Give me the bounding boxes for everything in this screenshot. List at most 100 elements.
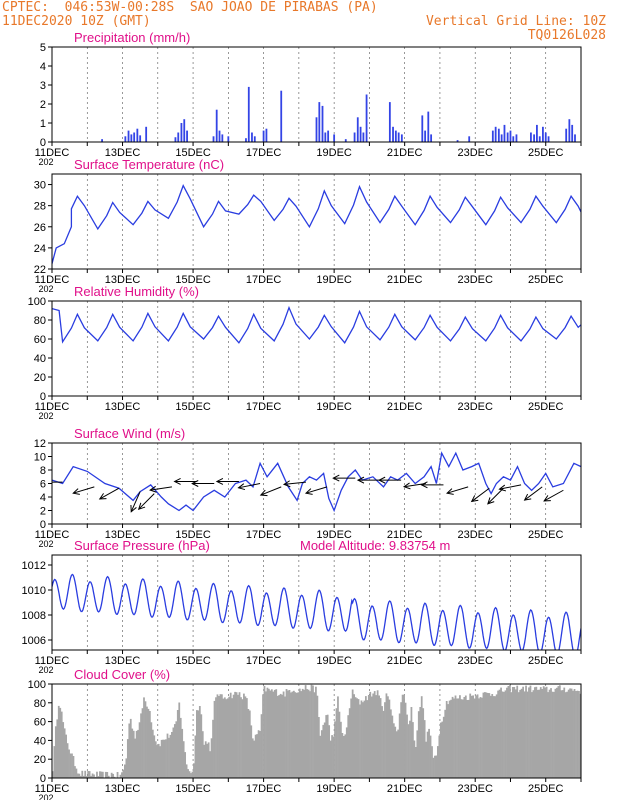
press-x-tick-label: 25DEC	[528, 655, 564, 667]
cloud-bar	[259, 731, 261, 778]
cloud-bar	[113, 776, 116, 778]
cloud-bar	[290, 692, 292, 778]
cloud-bar	[373, 691, 376, 778]
x-year-stub: 202	[38, 539, 53, 549]
cloud-bar	[125, 758, 128, 778]
cloud-bar	[220, 694, 223, 778]
cloud-bar	[561, 690, 564, 778]
cloud-bar	[442, 716, 445, 778]
press-x-tick-label: 21DEC	[387, 655, 423, 667]
cloud-bar	[138, 722, 141, 778]
cloud-bar	[235, 692, 238, 778]
wind-y-tick-label: 4	[40, 492, 46, 504]
precip-x-tick-label: 21DEC	[387, 147, 423, 159]
cloud-bar	[154, 741, 157, 778]
cloud-x-tick-label: 19DEC	[316, 783, 352, 795]
cloud-bar	[209, 751, 211, 778]
cloud-bar	[223, 697, 226, 778]
wind-title: Surface Wind (m/s)	[74, 426, 185, 441]
cloud-bar	[203, 744, 206, 778]
cloud-bar	[147, 708, 150, 778]
cloud-bar	[328, 725, 331, 778]
precip-bar	[124, 136, 127, 142]
cloud-bar	[247, 709, 250, 778]
chart-header: CPTEC: 046:53W-00:28S SAO JOAO DE PIRABA…	[0, 0, 618, 46]
cloud-bar	[482, 692, 485, 778]
cloud-bar	[513, 687, 516, 778]
precip-bar	[136, 128, 139, 142]
cloud-bar	[503, 691, 505, 778]
cloud-bar	[210, 738, 213, 778]
precip-bar	[321, 105, 324, 142]
cloud-bar	[397, 729, 400, 778]
precip-bar	[133, 132, 136, 142]
cloud-bar	[176, 710, 179, 778]
cloud-bar	[128, 723, 131, 778]
temp-x-tick-label: 23DEC	[457, 274, 493, 286]
cloud-bar	[201, 731, 204, 778]
cloud-bar	[262, 694, 264, 778]
rh-y-tick-label: 100	[28, 296, 46, 308]
cloud-bar	[525, 685, 527, 778]
cloud-bar	[570, 688, 573, 778]
rh-title: Relative Humidity (%)	[74, 284, 199, 299]
precip-bar	[568, 119, 571, 142]
precip-bar	[262, 130, 265, 142]
precip-bar	[145, 126, 148, 142]
cloud-bar	[509, 685, 511, 778]
cloud-bar	[547, 692, 549, 778]
cloud-bar	[447, 704, 450, 778]
cloud-bar	[364, 696, 367, 778]
cloud-bar	[444, 709, 447, 778]
forecast-date: 11DEC2020 10Z (GMT)	[2, 14, 151, 29]
cloud-bar	[218, 696, 220, 778]
cloud-bar	[175, 721, 178, 778]
cloud-bar	[300, 691, 303, 778]
wind-arrow	[420, 481, 444, 489]
precip-bar	[544, 132, 547, 142]
grid-line-info: Vertical Grid Line: 10Z	[425, 14, 606, 29]
precip-bar	[397, 132, 400, 142]
cloud-bar	[74, 766, 76, 778]
cloud-bar	[388, 699, 391, 778]
cloud-bar	[106, 772, 109, 778]
cloud-bar	[212, 719, 214, 778]
cloud-bar	[244, 696, 247, 778]
cloud-bar	[357, 699, 360, 778]
cloud-bar	[445, 701, 448, 778]
precip-bar	[245, 138, 247, 142]
cloud-bar	[510, 692, 513, 778]
cloud-bar	[335, 708, 338, 778]
precip-bar	[565, 128, 568, 142]
cloud-bar	[367, 695, 370, 778]
precip-bar	[186, 130, 188, 142]
cloud-bar	[454, 695, 457, 778]
cloud-bar	[579, 693, 581, 778]
cloud-bar	[256, 734, 259, 778]
cloud-bar	[182, 741, 185, 778]
cloud-bar	[110, 772, 113, 778]
cloud-x-tick-label: 17DEC	[246, 783, 282, 795]
cloud-x-tick-label: 11DEC	[35, 783, 70, 795]
wind-arrow	[72, 486, 95, 495]
cloud-bar	[420, 696, 423, 778]
wind-panel: 02 46 810 12 11DEC 13DEC 15DEC 17DEC 19DEC 21DEC 2…	[34, 426, 582, 549]
precip-bar	[177, 132, 180, 142]
cloud-bar	[389, 709, 392, 778]
wind-x-tick-label: 19DEC	[316, 529, 352, 541]
cloud-x-tick-label: 13DEC	[105, 783, 141, 795]
precip-bar	[324, 132, 327, 142]
cloud-bar	[572, 690, 574, 778]
temp-x-tick-label: 25DEC	[528, 274, 564, 286]
precip-y-tick-label: 2	[40, 99, 46, 111]
cloud-bar	[576, 690, 579, 778]
precip-bar	[318, 102, 321, 142]
cloud-bar	[254, 734, 257, 778]
cloud-bar	[341, 733, 344, 778]
cloud-bar	[181, 728, 184, 778]
precip-bar	[400, 134, 403, 142]
cloud-bar	[148, 711, 151, 778]
cloud-bar	[539, 687, 542, 778]
cloud-bar	[72, 756, 75, 778]
rh-y-tick-label: 20	[34, 372, 46, 384]
